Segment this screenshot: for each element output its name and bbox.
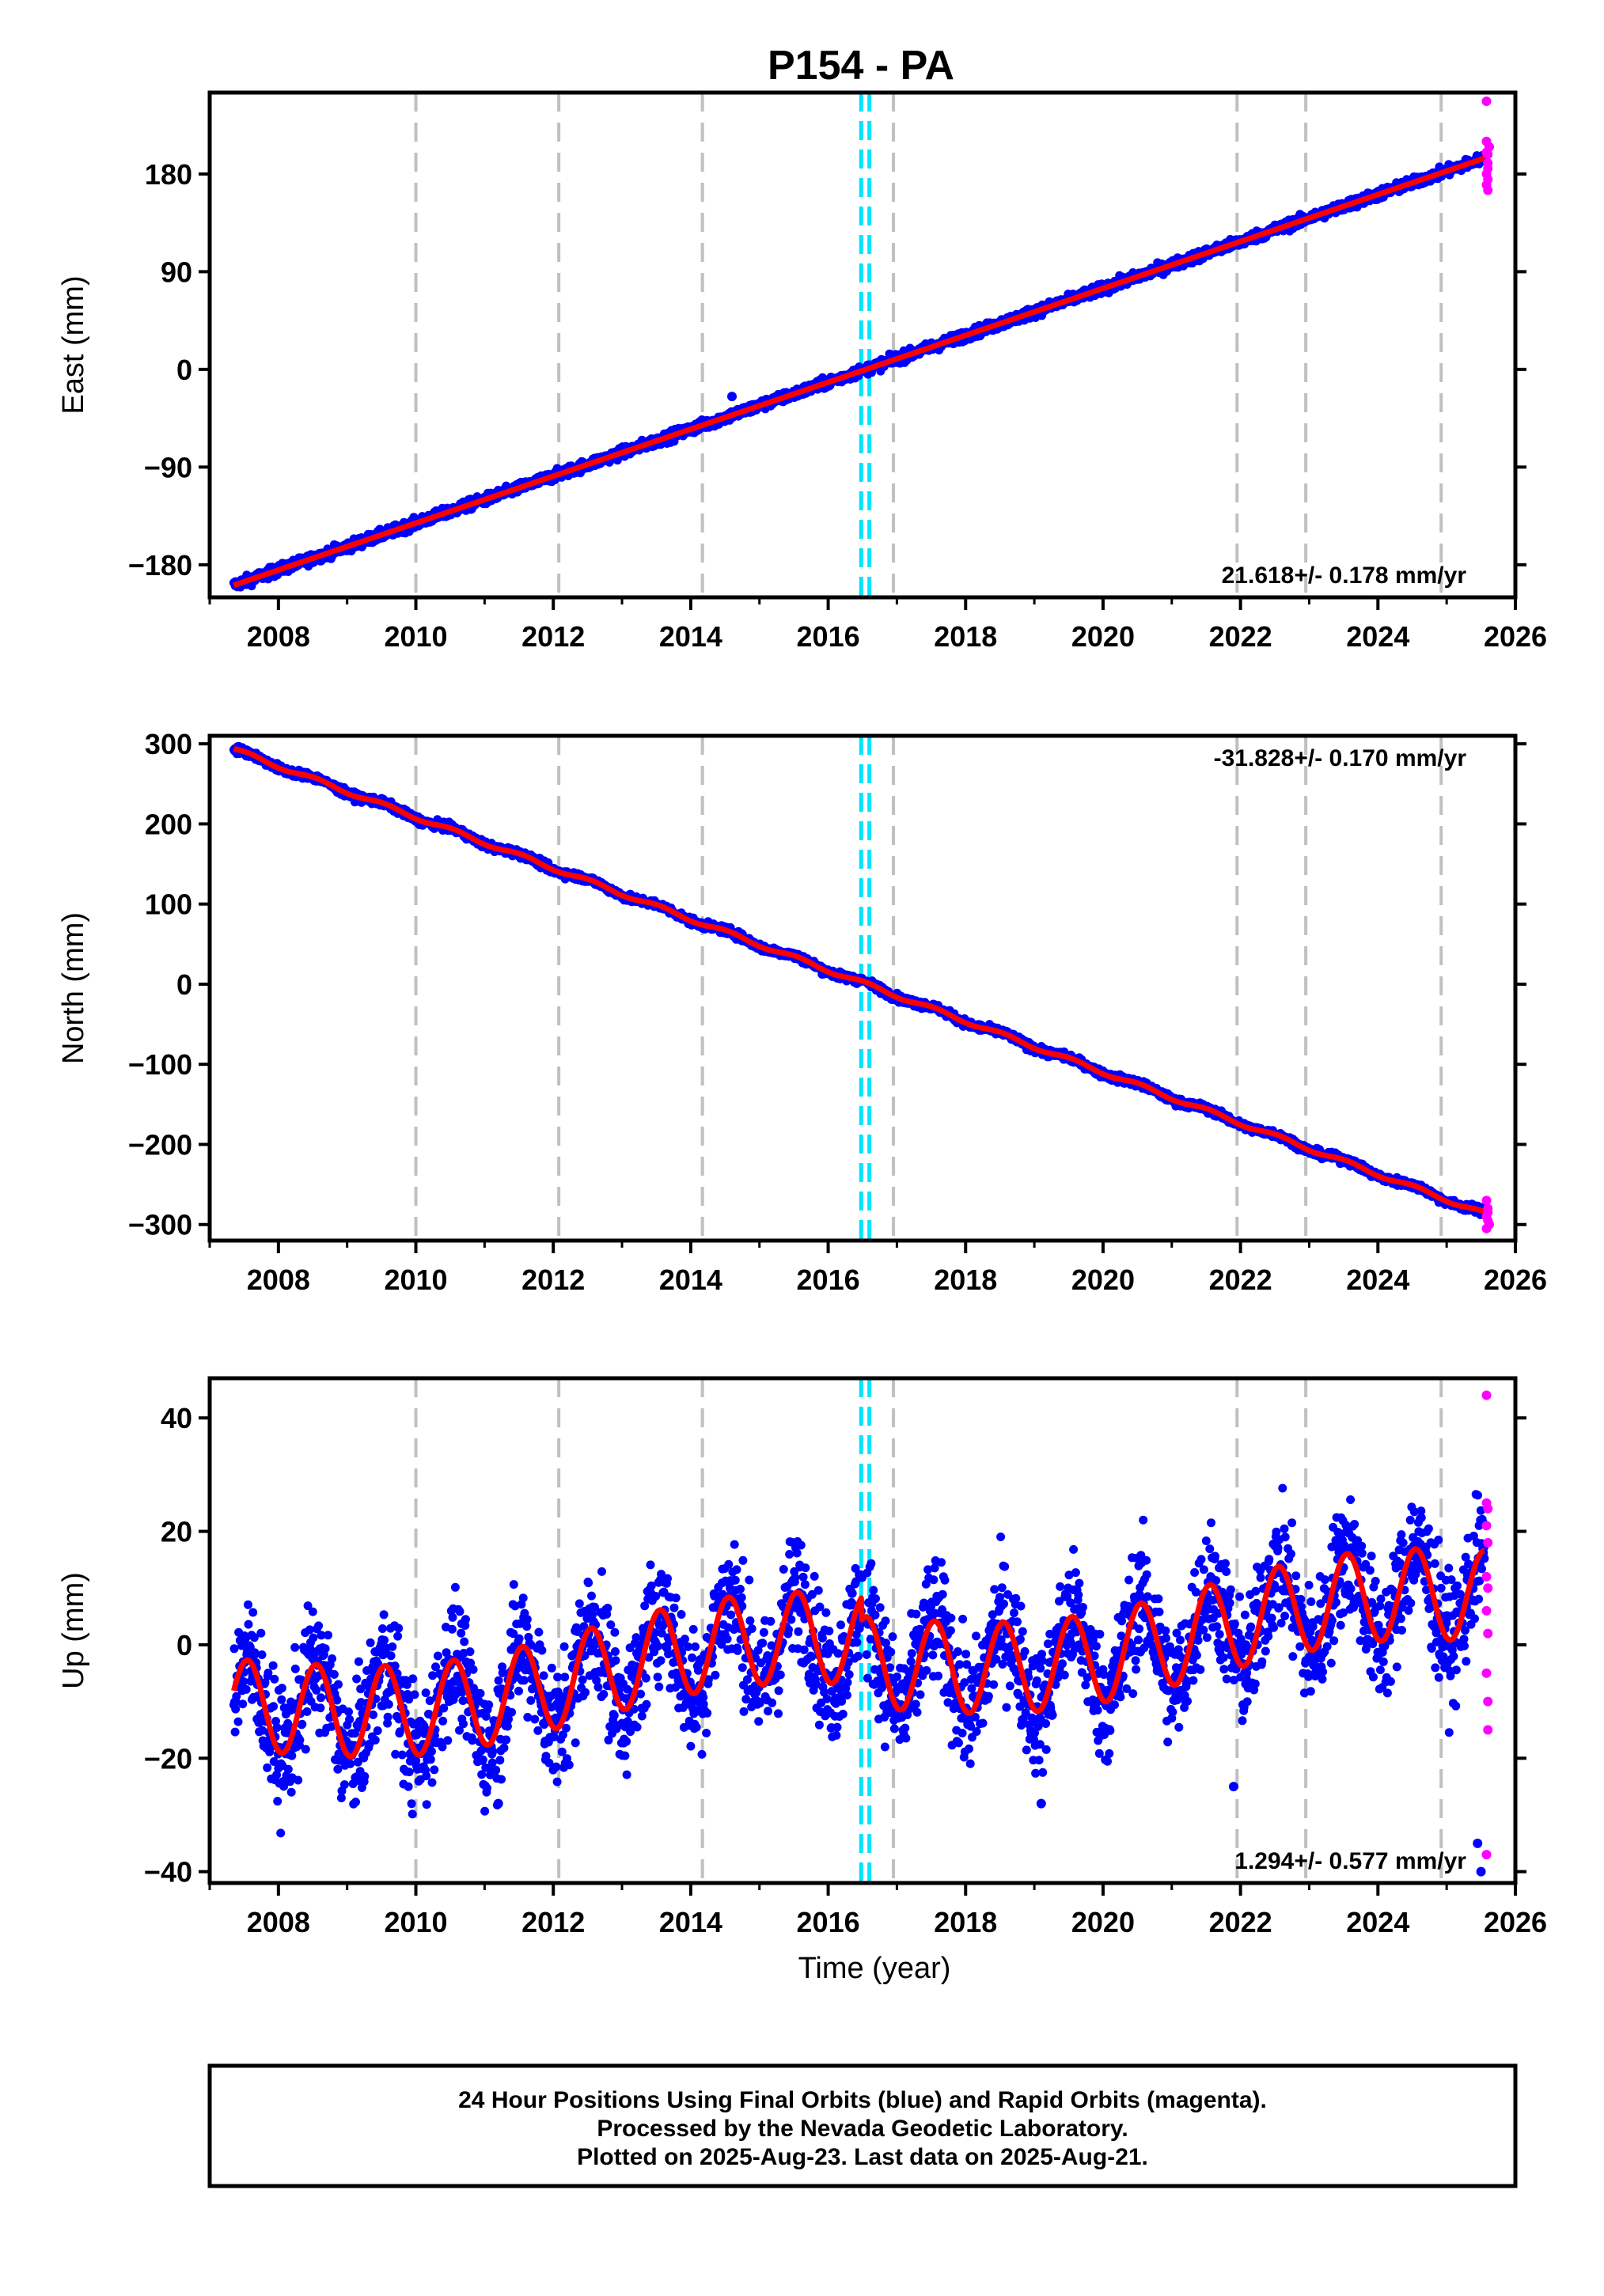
outlier-point: [727, 392, 737, 402]
model-fit-line: [231, 155, 1487, 589]
y-tick-label: 180: [145, 158, 192, 191]
y-tick-label: −90: [144, 451, 192, 483]
x-tick-label: 2012: [521, 620, 585, 653]
rapid-orbit-point: [1485, 142, 1494, 152]
east-panel: 2008 2010 2012 2014 2016 2018 2020 2022 2024 2026…: [57, 90, 1547, 653]
x-tick-label: 2010: [384, 620, 447, 653]
rapid-orbit-point: [1481, 96, 1492, 106]
y-tick-label: 0: [176, 354, 192, 386]
x-tick-label: 2024: [1346, 620, 1409, 653]
chart-title: P154 - PA: [768, 43, 954, 89]
x-tick-label: 2020: [1071, 620, 1135, 653]
rapid-orbit-point: [1483, 185, 1493, 195]
x-tick-label: 2014: [659, 620, 722, 653]
y-axis-label: East (mm): [57, 275, 90, 414]
north-panel: 2008 2010 2012 2014 2016 2018 2020 2022 2024 2026…: [57, 728, 1547, 1296]
y-tick-label: −180: [128, 549, 192, 582]
x-tick-label: 2016: [797, 620, 860, 653]
x-tick-label: 2008: [247, 620, 310, 653]
x-tick-label: 2026: [1484, 620, 1547, 653]
x-tick-label: 2022: [1209, 620, 1272, 653]
x-tick-label: 2018: [934, 620, 997, 653]
velocity-annotation: 21.618+/- 0.178 mm/yr: [1222, 563, 1467, 589]
y-tick-label: 90: [161, 256, 192, 288]
